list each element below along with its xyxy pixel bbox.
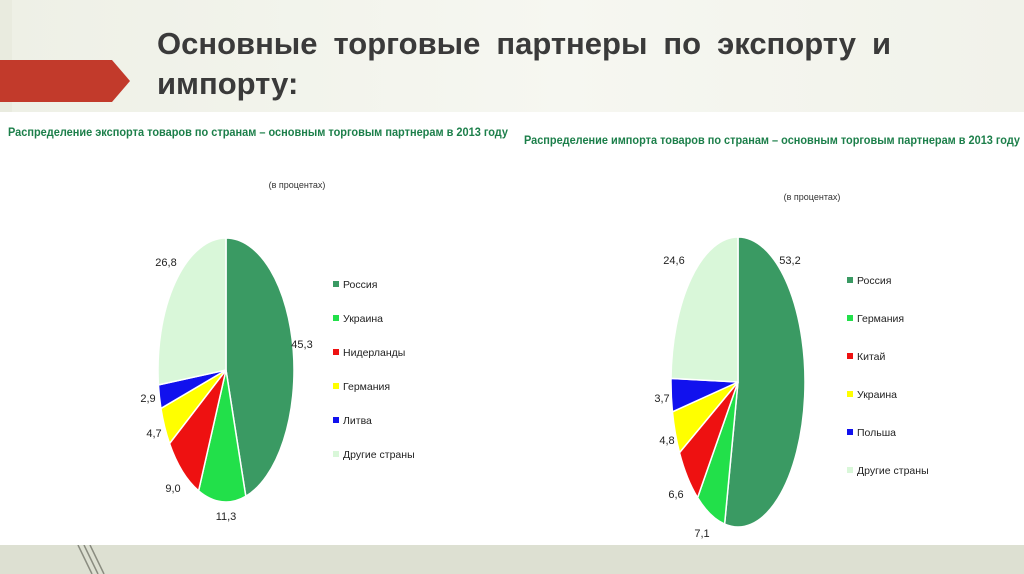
- import-data-label-1: 7,1: [694, 528, 709, 540]
- export-data-label-3: 4,7: [146, 428, 161, 440]
- export-chart: Распределение экспорта товаров по страна…: [0, 112, 516, 545]
- bottom-band: [0, 545, 1024, 574]
- export-legend-label-3: Германия: [343, 381, 390, 393]
- import-legend-label-5: Другие страны: [857, 465, 929, 477]
- import-legend-label-1: Германия: [857, 313, 904, 325]
- export-legend-label-4: Литва: [343, 415, 372, 427]
- export-legend-swatch-3: [333, 383, 339, 389]
- export-legend-swatch-1: [333, 315, 339, 321]
- import-legend-swatch-2: [847, 353, 853, 359]
- import-legend-label-2: Китай: [857, 351, 886, 363]
- import-chart-unit: (в процентах): [784, 192, 841, 202]
- import-legend-label-4: Польша: [857, 427, 896, 439]
- export-data-label-0: 45,3: [291, 339, 312, 351]
- export-slice-5: [157, 237, 227, 386]
- export-data-label-5: 26,8: [155, 257, 176, 269]
- export-legend-swatch-5: [333, 451, 339, 457]
- export-chart-unit: (в процентах): [269, 180, 326, 190]
- export-legend-swatch-4: [333, 417, 339, 423]
- export-slice-0: [225, 237, 295, 498]
- import-data-label-2: 6,6: [668, 489, 683, 501]
- accent-ribbon: [0, 60, 130, 102]
- import-legend-label-3: Украина: [857, 389, 897, 401]
- export-legend-label-2: Нидерланды: [343, 347, 405, 359]
- export-legend-label-5: Другие страны: [343, 449, 415, 461]
- import-data-label-3: 4,8: [659, 435, 674, 447]
- export-legend-swatch-2: [333, 349, 339, 355]
- decorative-lines: [77, 545, 105, 574]
- export-data-label-1: 11,3: [216, 511, 237, 523]
- import-slice-0: [723, 236, 806, 528]
- export-slice-1: [197, 369, 247, 503]
- export-chart-title: Распределение экспорта товаров по страна…: [8, 125, 508, 139]
- export-legend-swatch-0: [333, 281, 339, 287]
- export-legend-label-1: Украина: [343, 313, 383, 325]
- export-data-label-4: 2,9: [140, 393, 155, 405]
- slide-title: Основные торговые партнеры по экспорту и…: [157, 26, 891, 101]
- import-data-label-4: 3,7: [654, 393, 669, 405]
- import-data-label-0: 53,2: [779, 255, 800, 267]
- import-legend-swatch-5: [847, 467, 853, 473]
- import-legend-swatch-4: [847, 429, 853, 435]
- import-legend-swatch-0: [847, 277, 853, 283]
- export-data-label-2: 9,0: [165, 483, 180, 495]
- export-legend-label-0: Россия: [343, 279, 377, 291]
- import-slice-5: [670, 236, 739, 383]
- import-legend-swatch-3: [847, 391, 853, 397]
- import-chart: Распределение импорта товаров по странам…: [516, 112, 1024, 545]
- import-legend-swatch-1: [847, 315, 853, 321]
- import-data-label-5: 24,6: [663, 255, 684, 267]
- import-chart-title: Распределение импорта товаров по странам…: [524, 133, 1020, 147]
- import-legend-label-0: Россия: [857, 275, 891, 287]
